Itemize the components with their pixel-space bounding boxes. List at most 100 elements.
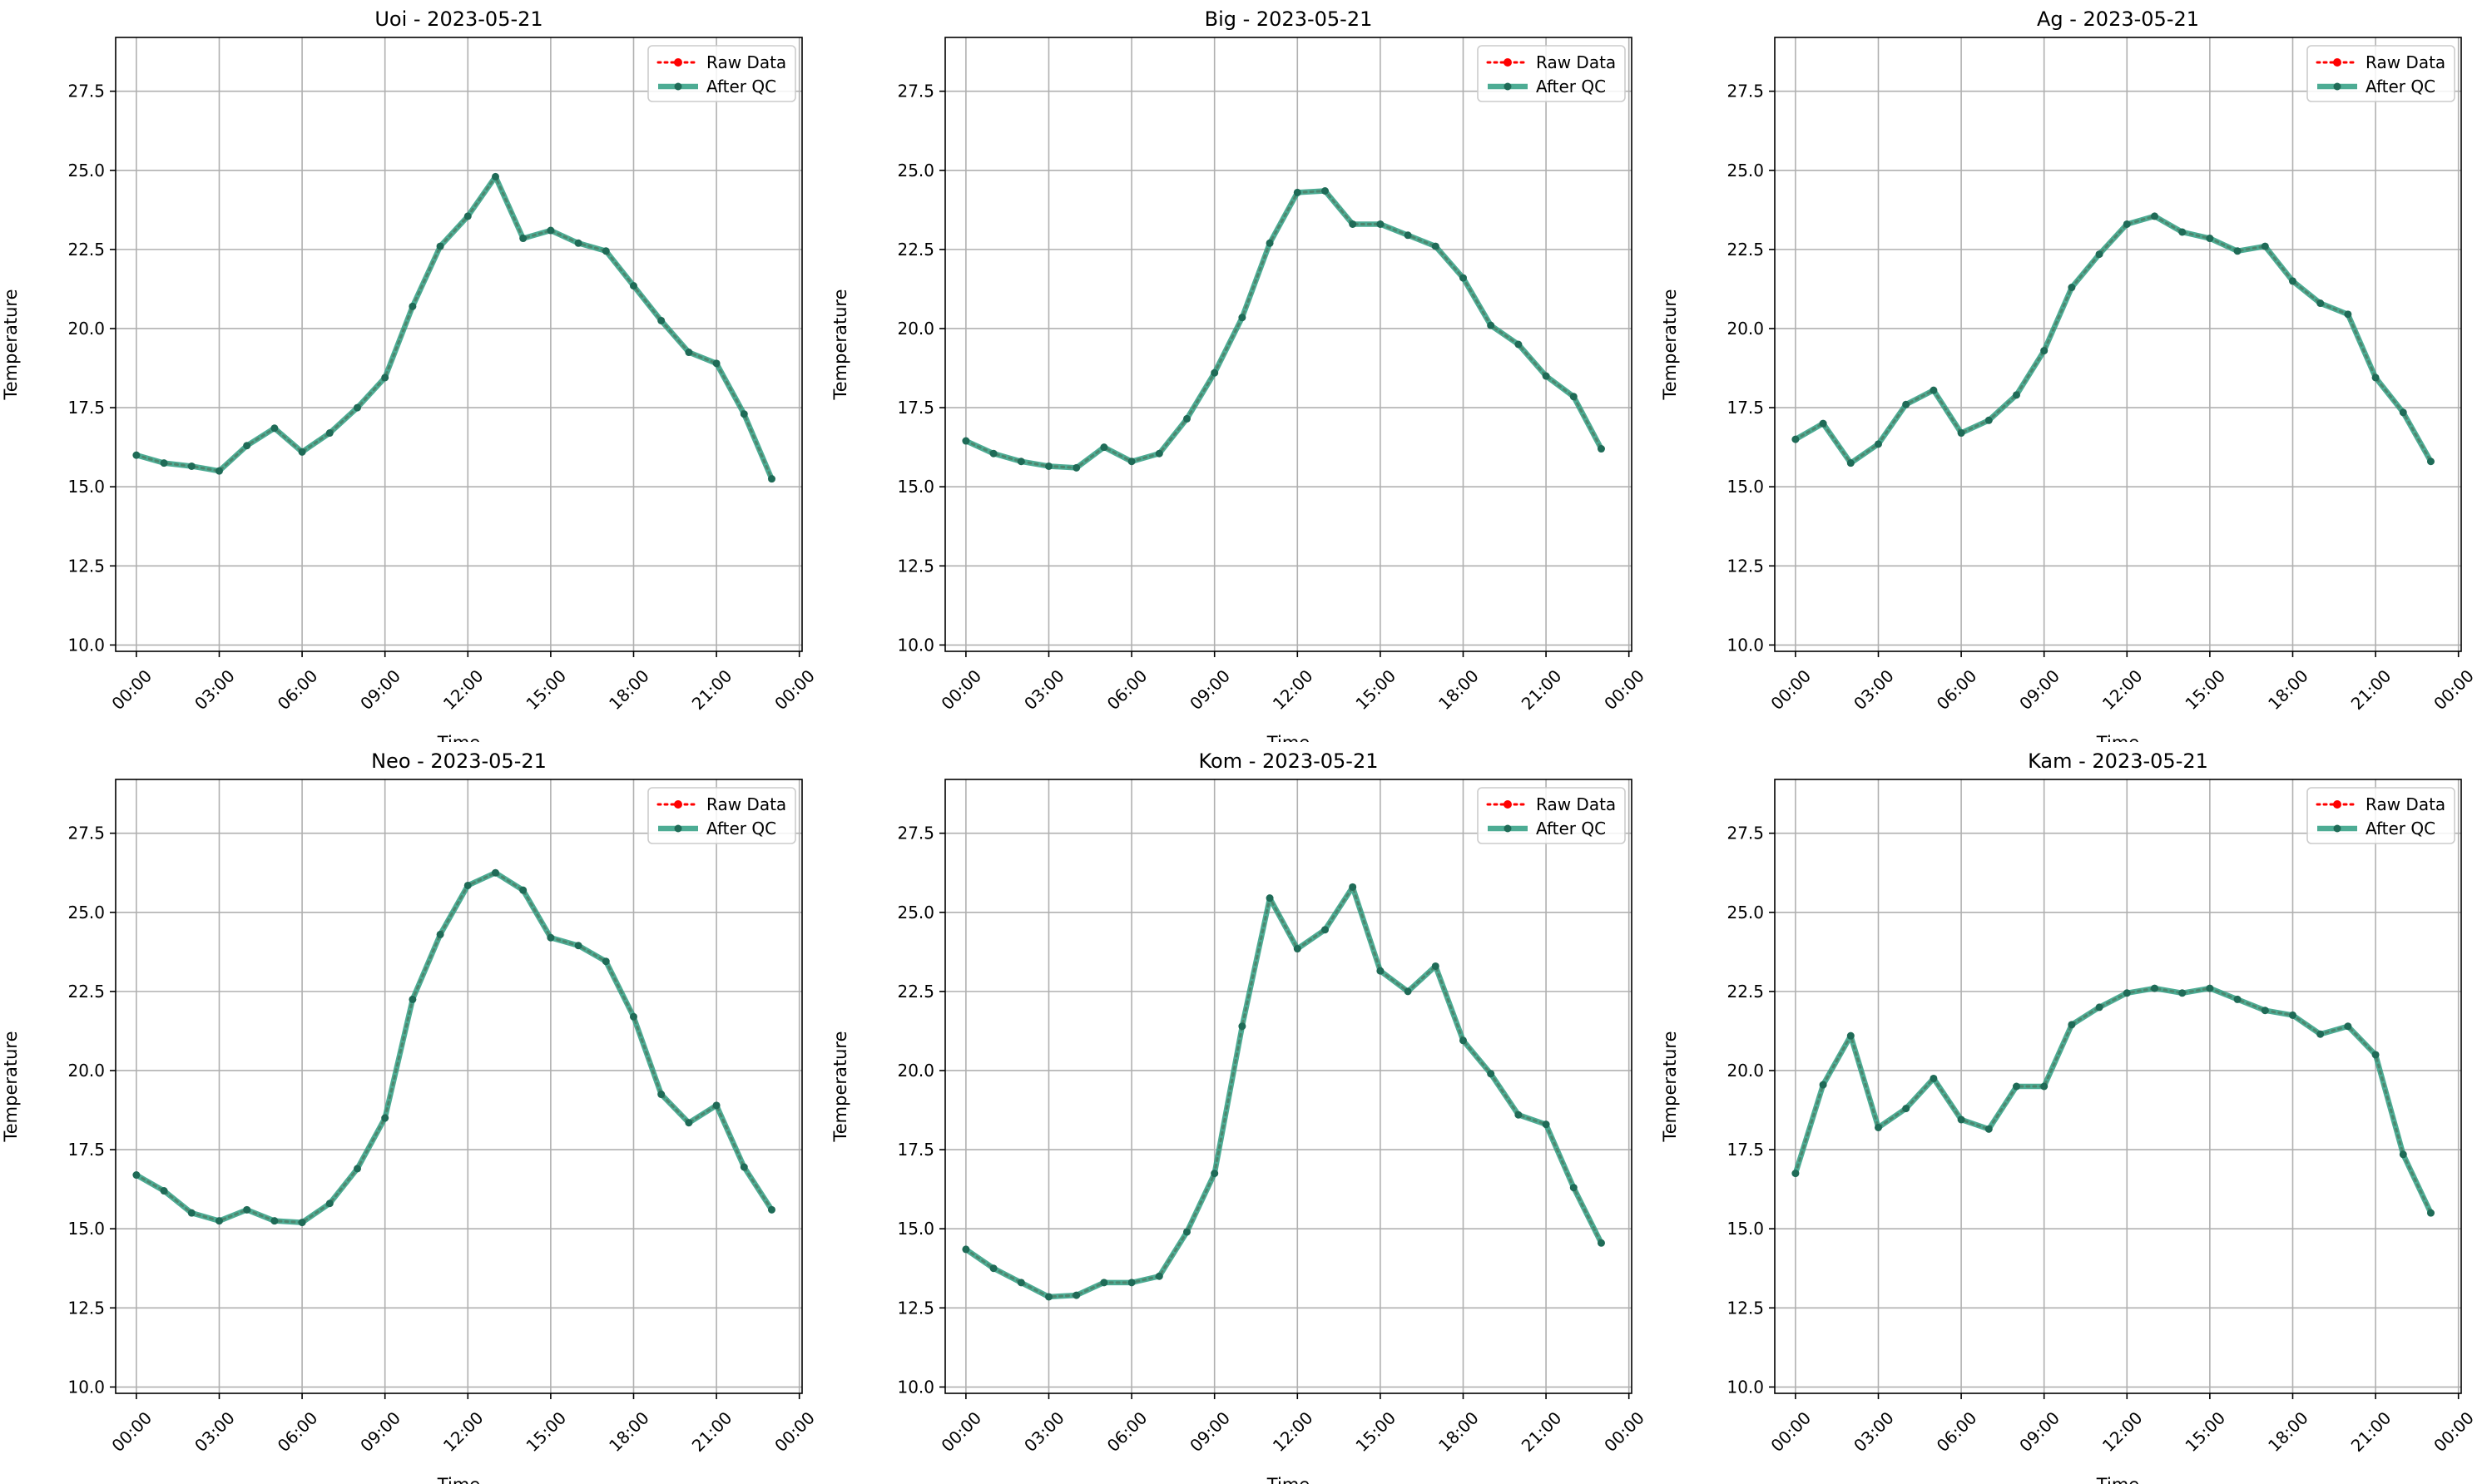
y-axis-label: Temperature — [1, 1031, 21, 1142]
x-tick-label: 12:00 — [2098, 1407, 2147, 1456]
data-point — [1155, 449, 1163, 458]
data-point — [215, 1217, 223, 1225]
data-point — [574, 239, 582, 247]
x-axis-label: Time — [437, 1475, 480, 1484]
data-point — [160, 459, 168, 467]
data-point — [1930, 1074, 1938, 1082]
y-tick-label: 10.0 — [67, 1377, 105, 1397]
y-tick-label: 15.0 — [67, 1219, 105, 1239]
data-point — [767, 1205, 775, 1214]
data-point — [2344, 310, 2352, 319]
x-tick-label: 15:00 — [2181, 1407, 2229, 1456]
x-tick-label: 18:00 — [605, 1407, 653, 1456]
data-point — [1846, 1031, 1855, 1040]
y-axis-label: Temperature — [1, 289, 21, 400]
legend-raw-marker — [2333, 800, 2341, 809]
data-point — [353, 1165, 361, 1173]
x-tick-label: 03:00 — [1020, 665, 1068, 714]
x-tick-label: 00:00 — [2430, 1407, 2478, 1456]
data-point — [2316, 299, 2325, 308]
legend-label-raw-data: Raw Data — [1536, 52, 1616, 72]
data-point — [1211, 1170, 1219, 1178]
data-point — [1349, 220, 1357, 228]
series-line-after-qc — [1792, 985, 2434, 1214]
data-point — [2288, 1011, 2296, 1019]
data-point — [1404, 987, 1412, 996]
data-point — [629, 1012, 637, 1021]
data-point — [1017, 1279, 1025, 1287]
y-tick-label: 25.0 — [67, 903, 105, 923]
x-tick-label: 03:00 — [1850, 1407, 1898, 1456]
data-point — [2399, 408, 2407, 417]
data-point — [436, 930, 444, 938]
legend-label-after-qc: After QC — [1536, 77, 1606, 96]
x-tick-label: 21:00 — [1518, 1407, 1566, 1456]
x-axis-label: Time — [2096, 1475, 2139, 1484]
data-point — [298, 1219, 306, 1227]
data-point — [1542, 1120, 1550, 1129]
y-axis-label: Temperature — [830, 289, 850, 400]
data-point — [1073, 1291, 1081, 1299]
data-point — [712, 1101, 721, 1110]
y-tick-label: 15.0 — [897, 1219, 934, 1239]
x-tick-label: 12:00 — [2098, 665, 2147, 714]
y-tick-label: 22.5 — [897, 240, 934, 260]
data-point — [2178, 228, 2187, 236]
y-tick-label: 17.5 — [897, 398, 934, 418]
data-point — [1957, 429, 1965, 438]
legend-qc-marker — [674, 824, 682, 833]
data-point — [463, 212, 472, 220]
x-axis-label: Time — [1266, 1475, 1310, 1484]
x-tick-label: 00:00 — [937, 665, 985, 714]
grid — [116, 779, 802, 1393]
legend-raw-marker — [1504, 800, 1512, 809]
x-tick-label: 18:00 — [1434, 1407, 1483, 1456]
data-point — [2233, 995, 2242, 1003]
legend: Raw Data After QC — [647, 45, 796, 102]
series-line-raw-data — [964, 189, 1603, 469]
data-point — [1819, 1081, 1827, 1089]
x-tick-label: 00:00 — [107, 1407, 156, 1456]
data-point — [436, 242, 444, 250]
series-points — [1791, 984, 2435, 1217]
x-tick-label: 12:00 — [439, 665, 488, 714]
series-line-after-qc — [136, 174, 775, 480]
x-tick-label: 15:00 — [1351, 1407, 1400, 1456]
data-point — [1514, 340, 1523, 349]
legend-raw-marker — [2333, 58, 2341, 67]
x-tick-label: 03:00 — [1020, 1407, 1068, 1456]
legend-qc-marker — [2333, 82, 2341, 91]
x-tick-label: 00:00 — [1600, 665, 1648, 714]
chart-title: Kom - 2023-05-21 — [1199, 749, 1379, 773]
data-point — [1182, 414, 1191, 423]
legend-label-after-qc: After QC — [1536, 819, 1606, 838]
data-point — [215, 467, 223, 475]
data-point — [2040, 347, 2049, 355]
x-tick-label: 18:00 — [2264, 1407, 2312, 1456]
plot-frame — [115, 37, 803, 652]
data-point — [2371, 373, 2380, 382]
legend-label-after-qc: After QC — [2366, 77, 2435, 96]
y-tick-label: 27.5 — [897, 824, 934, 843]
x-tick-label: 15:00 — [1351, 665, 1400, 714]
legend-label-after-qc: After QC — [2366, 819, 2435, 838]
data-point — [2040, 1082, 2049, 1091]
y-axis-label: Temperature — [1660, 1031, 1680, 1142]
x-tick-label: 21:00 — [2347, 665, 2395, 714]
data-point — [740, 1163, 748, 1171]
data-point — [1569, 393, 1578, 401]
data-point — [1984, 1125, 1993, 1133]
data-point — [2288, 277, 2296, 285]
data-point — [1459, 1036, 1467, 1045]
data-point — [712, 359, 721, 368]
x-tick-label: 00:00 — [1600, 1407, 1648, 1456]
legend-label-raw-data: Raw Data — [2366, 794, 2445, 814]
data-point — [160, 1187, 168, 1195]
data-point — [243, 442, 251, 450]
data-point — [1874, 1123, 1882, 1131]
x-tick-label: 00:00 — [2430, 665, 2478, 714]
y-tick-label: 17.5 — [1727, 398, 1764, 418]
chart-panel: 10.0 12.5 15.0 17.5 20.0 22.5 25.0 27.5 00:00 03:… — [1660, 749, 2478, 1484]
y-tick-label: 17.5 — [67, 1140, 105, 1160]
